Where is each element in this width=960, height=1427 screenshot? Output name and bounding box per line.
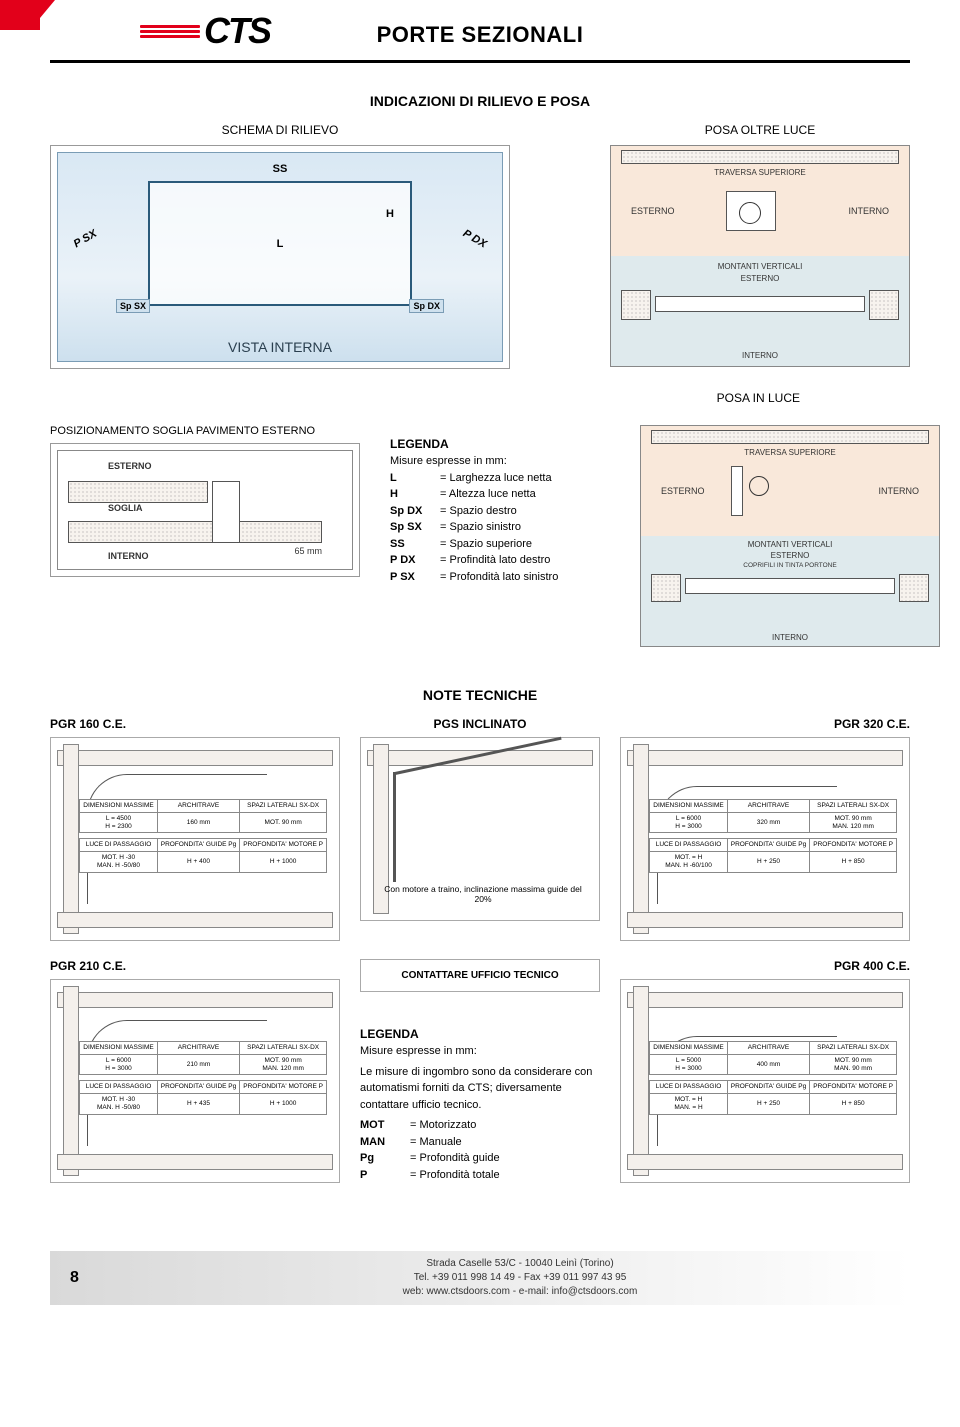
- contact-box: CONTATTARE UFFICIO TECNICO: [360, 959, 600, 992]
- soglia-title: POSIZIONAMENTO SOGLIA PAVIMENTO ESTERNO: [50, 425, 360, 437]
- page-title: PORTE SEZIONALI: [0, 22, 960, 48]
- posa-in-label: POSA IN LUCE: [50, 391, 910, 405]
- header: CTS PORTE SEZIONALI: [0, 0, 960, 60]
- spec-table: DIMENSIONI MASSIMEARCHITRAVESPAZI LATERA…: [79, 799, 327, 873]
- vista-interna-diagram: SS L H P SX P DX Sp SX Sp DX VISTA INTER…: [50, 145, 510, 369]
- pgr-160-title: PGR 160 C.E.: [50, 717, 340, 731]
- spec-table: DIMENSIONI MASSIMEARCHITRAVESPAZI LATERA…: [649, 799, 897, 873]
- section-title: INDICAZIONI DI RILIEVO E POSA: [50, 93, 910, 109]
- notes-title: NOTE TECNICHE: [50, 687, 910, 703]
- page-number: 8: [70, 1269, 150, 1287]
- pgr-320-title: PGR 320 C.E.: [620, 717, 910, 731]
- pgs-inclinato-diagram: Con motore a traino, inclinazione massim…: [360, 737, 600, 921]
- pgr-210-diagram: DIMENSIONI MASSIMEARCHITRAVESPAZI LATERA…: [50, 979, 340, 1183]
- pgr-160-diagram: DIMENSIONI MASSIMEARCHITRAVESPAZI LATERA…: [50, 737, 340, 941]
- pgr-400-diagram: DIMENSIONI MASSIMEARCHITRAVESPAZI LATERA…: [620, 979, 910, 1183]
- pgr-320-diagram: DIMENSIONI MASSIMEARCHITRAVESPAZI LATERA…: [620, 737, 910, 941]
- posa-in-diagram: TRAVERSA SUPERIORE ESTERNO INTERNO MONTA…: [640, 425, 940, 647]
- pgr-210-title: PGR 210 C.E.: [50, 959, 340, 973]
- soglia-diagram: ESTERNO SOGLIA INTERNO 65 mm: [50, 443, 360, 577]
- spec-table: DIMENSIONI MASSIMEARCHITRAVESPAZI LATERA…: [79, 1041, 327, 1115]
- legenda-2: LEGENDA Misure espresse in mm: Le misure…: [360, 1015, 600, 1183]
- spec-table: DIMENSIONI MASSIMEARCHITRAVESPAZI LATERA…: [649, 1041, 897, 1115]
- posa-oltre-diagram: TRAVERSA SUPERIORE ESTERNO INTERNO MONTA…: [610, 145, 910, 367]
- pgr-400-title: PGR 400 C.E.: [620, 959, 910, 973]
- schema-label: SCHEMA DI RILIEVO: [50, 123, 510, 137]
- footer: 8 Strada Caselle 53/C - 10040 Leinì (Tor…: [50, 1251, 910, 1305]
- legenda-1: LEGENDA Misure espresse in mm: L= Larghe…: [390, 425, 610, 585]
- posa-oltre-label: POSA OLTRE LUCE: [610, 123, 910, 137]
